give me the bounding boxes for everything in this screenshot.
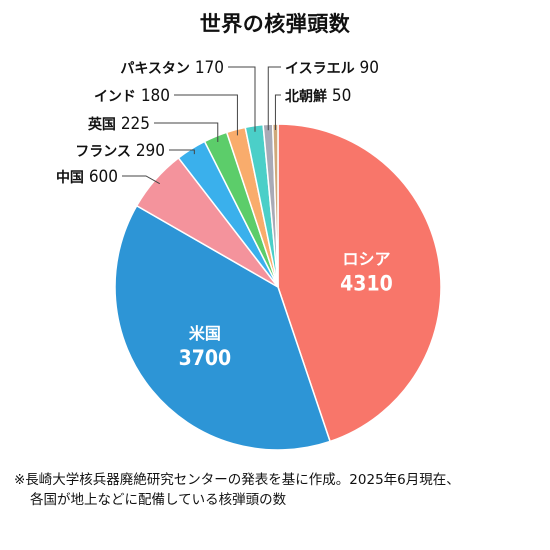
slice-value-6: 170: [195, 58, 224, 78]
slice-value-0: 4310: [340, 271, 393, 295]
slice-value-4: 225: [121, 114, 150, 134]
slice-label-1: 米国: [189, 324, 221, 343]
slice-label-7: イスラエル 90: [285, 58, 379, 78]
leader-line-2: [122, 175, 161, 185]
leader-line-4: [154, 122, 219, 143]
slice-value-7: 90: [359, 58, 378, 78]
pie-slice-0: [277, 123, 442, 443]
leader-line-5: [174, 94, 238, 136]
footnote-line2: 各国が地上などに配備している核弾頭の数: [30, 492, 287, 508]
slice-value-5: 180: [141, 86, 170, 106]
footnote-line1: ※長崎大学核兵器廃絶研究センターの発表を基に作成。2025年6月現在、: [14, 472, 460, 488]
slice-value-2: 600: [89, 167, 118, 187]
slice-value-3: 290: [136, 141, 165, 161]
slice-label-2: 中国 600: [56, 167, 118, 187]
slice-label-0: ロシア: [342, 249, 390, 268]
footnote: ※長崎大学核兵器廃絶研究センターの発表を基に作成。2025年6月現在、 各国が地…: [14, 470, 542, 510]
slice-value-1: 3700: [179, 346, 232, 370]
pie-slice-1: [114, 204, 332, 451]
leader-line-7: [267, 66, 281, 131]
slice-label-6: パキスタン 170: [120, 58, 224, 78]
slice-label-3: フランス 290: [75, 141, 165, 161]
slice-value-8: 50: [332, 86, 351, 106]
leader-line-6: [228, 66, 256, 132]
slice-label-4: 英国 225: [87, 114, 150, 134]
chart-title: 世界の核弾頭数: [199, 12, 351, 36]
leader-line-8: [274, 94, 281, 131]
slice-label-5: インド 180: [94, 86, 170, 106]
leader-line-3: [169, 149, 195, 155]
slice-label-8: 北朝鮮 50: [285, 86, 351, 106]
